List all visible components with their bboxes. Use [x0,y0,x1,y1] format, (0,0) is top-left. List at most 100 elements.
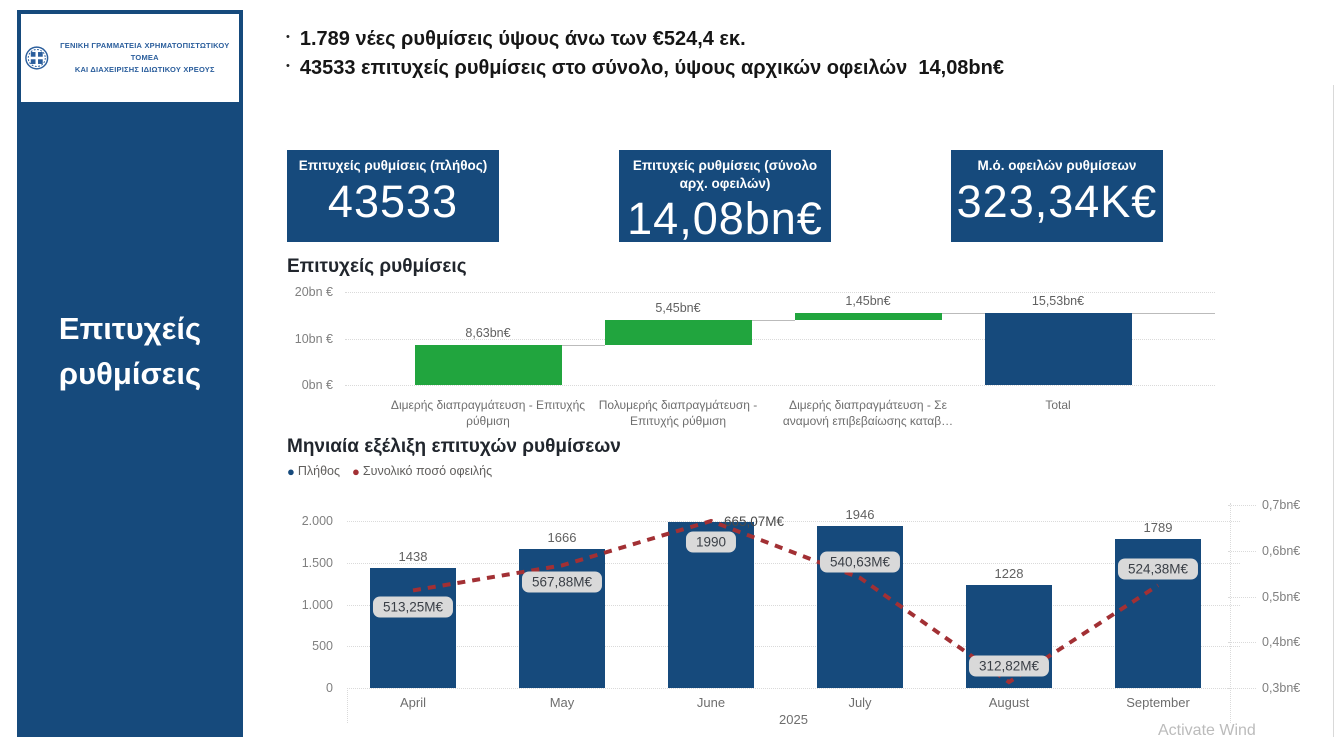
legend-label: Συνολικό ποσό οφειλής [362,464,493,478]
waterfall-value-label: 15,53bn€ [1031,293,1085,308]
monthly-chart-title: Μηνιαία εξέλιξη επιτυχών ρυθμίσεων [287,436,621,457]
waterfall-y-tick: 20bn € [294,285,333,299]
monthly-gridline [347,562,1240,564]
monthly-left-tick: 1.500 [301,555,333,570]
monthly-right-grid-stub [1228,596,1256,598]
waterfall-value-label: 8,63bn€ [465,325,511,340]
monthly-chart-legend: ● Πλήθος ● Συνολικό ποσό οφειλής [287,464,492,478]
kpi-label: Επιτυχείς ρυθμίσεις (σύνολο αρχ. οφειλών… [632,158,818,191]
window-edge-line [1333,85,1334,737]
monthly-x-label: April [399,695,426,710]
waterfall-bar-increase[interactable] [604,319,752,345]
waterfall-category-label: Διμερής διαπραγμάτευση - Επιτυχής ρύθμισ… [390,398,586,429]
waterfall-bar-increase[interactable] [794,312,942,320]
waterfall-gridline [345,385,1215,386]
monthly-count-label: 1946 [845,506,875,522]
monthly-bar-may[interactable] [519,548,605,688]
monthly-x-label: July [848,695,872,710]
waterfall-category-label: Total [1045,398,1071,412]
monthly-right-tick: 0,3bn€ [1262,681,1301,695]
legend-label: Πλήθος [297,464,341,478]
waterfall-category-label: Διμερής διαπραγμάτευση - Σε αναμονή επιβ… [782,398,954,429]
activate-windows-watermark: Activate Wind [1158,722,1256,737]
kpi-card-count[interactable]: Επιτυχείς ρυθμίσεις (πλήθος) 43533 [287,150,499,242]
legend-item-count[interactable]: ● Πλήθος [287,464,340,478]
kpi-row: Επιτυχείς ρυθμίσεις (πλήθος) 43533 Επιτυ… [287,150,1163,245]
monthly-count-label-boxed: 1990 [685,531,737,553]
waterfall-value-label: 1,45bn€ [845,293,891,308]
monthly-line-label: 665,07M€ [724,514,785,529]
kpi-card-average-debt[interactable]: Μ.ό. οφειλών ρυθμίσεων 323,34Κ€ [951,150,1163,242]
monthly-right-grid-stub [1228,505,1256,506]
waterfall-category-label: Πολυμερής διαπραγμάτευση - Επιτυχής ρύθμ… [598,398,758,429]
monthly-right-grid-stub [1228,642,1256,644]
monthly-bar-july[interactable] [817,525,903,688]
monthly-bar-april[interactable] [370,567,456,688]
monthly-x-label: May [549,695,575,710]
waterfall-y-tick: 10bn € [294,331,333,346]
monthly-right-tick: 0,6bn€ [1262,543,1301,558]
bullet-dot-icon: • [286,60,290,72]
monthly-left-tick: 500 [312,639,333,654]
monthly-x-label: August [988,695,1030,710]
waterfall-connector-line [1131,312,1215,314]
org-logo: ΓΕΝΙΚΗ ΓΡΑΜΜΑΤΕΙΑ ΧΡΗΜΑΤΟΠΙΣΤΩΤΙΚΟΥ ΤΟΜΕ… [21,14,239,102]
waterfall-connector-line [561,344,605,346]
monthly-line-label-boxed: 524,38M€ [1117,558,1199,580]
monthly-axis-guide [1230,503,1231,723]
monthly-right-tick: 0,4bn€ [1262,635,1301,650]
monthly-line-label-boxed: 567,88M€ [521,571,603,593]
monthly-count-label: 1438 [398,548,428,564]
kpi-value: 14,08bn€ [627,193,823,245]
monthly-count-label: 1789 [1143,519,1173,535]
monthly-x-label: September [1126,695,1190,710]
monthly-x-label: June [696,695,726,710]
monthly-line-label-boxed: 513,25M€ [372,596,454,618]
summary-bullet-1: • 1.789 νέες ρυθμίσεις ύψους άνω των €52… [286,28,1004,57]
monthly-axis-guide [347,688,348,723]
waterfall-connector-line [941,312,985,314]
waterfall-bar-total[interactable] [984,312,1132,385]
monthly-left-tick: 2.000 [301,514,333,528]
monthly-right-tick: 0,5bn€ [1262,589,1301,604]
monthly-right-grid-stub [1228,550,1256,552]
waterfall-gridline [345,338,1215,340]
monthly-left-tick: 0 [326,681,333,695]
summary-bullet-2: • 43533 επιτυχείς ρυθμίσεις στο σύνολο, … [286,57,1004,86]
kpi-value: 43533 [327,175,459,227]
monthly-left-tick: 1.000 [301,597,333,612]
kpi-label: Επιτυχείς ρυθμίσεις (πλήθος) [298,158,488,173]
page-title: Επιτυχείς ρυθμίσεις [58,311,202,391]
monthly-right-tick: 0,7bn€ [1262,498,1301,512]
monthly-gridline [347,688,1240,689]
legend-dot-icon: ● [352,463,360,479]
legend-dot-icon: ● [287,463,295,479]
org-name: ΓΕΝΙΚΗ ΓΡΑΜΜΑΤΕΙΑ ΧΡΗΜΑΤΟΠΙΣΤΩΤΙΚΟΥ ΤΟΜΕ… [55,40,235,76]
waterfall-bar-increase[interactable] [414,344,562,385]
monthly-gridline [347,646,1240,648]
bullet-dot-icon: • [286,31,290,43]
monthly-right-grid-stub [1228,688,1256,689]
waterfall-gridline [345,292,1215,293]
summary-bullets: • 1.789 νέες ρυθμίσεις ύψους άνω των €52… [286,28,1004,86]
monthly-line-label-boxed: 312,82M€ [968,655,1050,677]
kpi-label: Μ.ό. οφειλών ρυθμίσεων [977,158,1137,173]
monthly-line-label-boxed: 540,63M€ [819,551,901,573]
org-name-line2: ΚΑΙ ΔΙΑΧΕΙΡΙΣΗΣ ΙΔΙΩΤΙΚΟΥ ΧΡΕΟΥΣ [74,65,215,74]
waterfall-chart-title: Επιτυχείς ρυθμίσεις [287,256,467,277]
greek-emblem-icon [25,46,49,70]
monthly-count-label: 1666 [547,529,577,545]
monthly-x-group-label: 2025 [779,712,808,727]
summary-bullet-2-text: 43533 επιτυχείς ρυθμίσεις στο σύνολο, ύψ… [299,57,1004,79]
waterfall-y-tick: 0bn € [301,378,333,392]
summary-bullet-1-text: 1.789 νέες ρυθμίσεις ύψους άνω των €524,… [299,28,746,50]
monthly-gridline [347,604,1240,606]
legend-item-amount[interactable]: ● Συνολικό ποσό οφειλής [352,464,492,478]
waterfall-value-label: 5,45bn€ [655,300,701,315]
monthly-gridline [347,521,1240,522]
org-name-line1: ΓΕΝΙΚΗ ΓΡΑΜΜΑΤΕΙΑ ΧΡΗΜΑΤΟΠΙΣΤΩΤΙΚΟΥ ΤΟΜΕ… [60,41,230,62]
kpi-card-total-debt[interactable]: Επιτυχείς ρυθμίσεις (σύνολο αρχ. οφειλών… [619,150,831,245]
kpi-value: 323,34Κ€ [956,175,1158,227]
monthly-count-label: 1228 [994,566,1024,582]
